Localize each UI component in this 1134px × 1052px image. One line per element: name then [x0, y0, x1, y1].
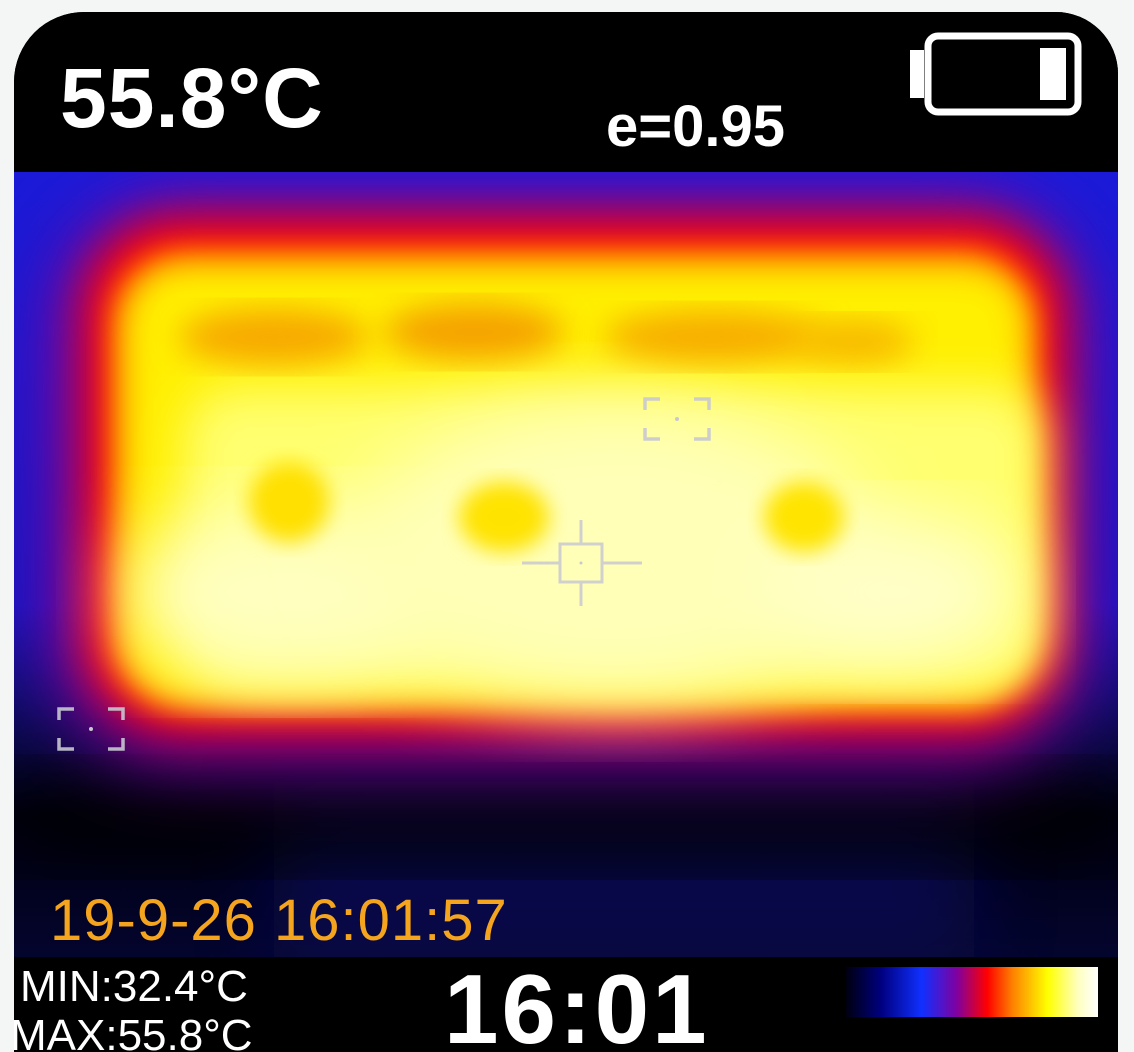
max-temperature-label: MAX:55.8°C — [14, 1011, 253, 1052]
center-temperature-readout: 55.8°C — [60, 51, 324, 145]
thermal-camera-screen: 55.8°C e=0.95 — [14, 12, 1118, 1052]
cold-spot-marker-icon — [57, 707, 125, 751]
center-crosshair-icon — [522, 520, 642, 606]
emissivity-readout: e=0.95 — [606, 94, 786, 159]
capture-timestamp: 19-9-26 16:01:57 — [50, 888, 508, 953]
min-temperature-label: MIN:32.4°C — [20, 962, 248, 1011]
clock-time: 16:01 — [444, 954, 710, 1052]
hot-spot-marker-icon — [643, 397, 711, 441]
thermal-image — [14, 172, 1118, 957]
color-palette-scale-icon — [846, 967, 1098, 1017]
battery-icon — [910, 32, 1082, 116]
